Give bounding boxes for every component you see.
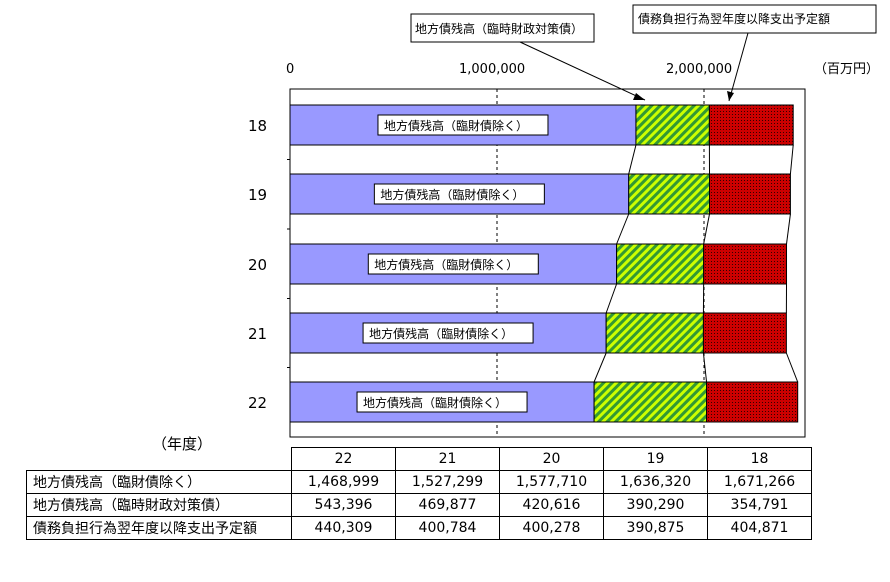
callout-arrowhead-saimu xyxy=(727,91,734,101)
bar-segment xyxy=(708,104,794,146)
table-row: 債務負担行為翌年度以降支出予定額 440,309 400,784 400,278 390… xyxy=(26,516,812,540)
bar-inner-label-box xyxy=(373,183,545,205)
bar-inner-label-box xyxy=(367,253,539,275)
table-column-header: 22 xyxy=(291,447,396,471)
y-tick-label: 21 xyxy=(248,325,267,343)
series-connector xyxy=(628,144,637,175)
stacked-bar-chart: 0 1,000,000 2,000,000 （百万円） 18 地方債残高（臨財債除く） 19… xyxy=(248,4,879,438)
table-row-label: 地方債残高（臨時財政対策債） xyxy=(26,493,292,517)
table-row-label: 債務負担行為翌年度以降支出予定額 xyxy=(26,516,292,540)
table-cell: 390,290 xyxy=(603,493,708,517)
bar-segment xyxy=(628,173,711,215)
callout-text-rinzai: 地方債残高（臨時財政対策債） xyxy=(415,21,583,36)
bar-segment xyxy=(703,243,788,285)
series-connector xyxy=(789,144,794,175)
table-row: 地方債残高（臨財債除く） 1,468,999 1,527,299 1,577,710 1… xyxy=(26,470,812,494)
bar-segment xyxy=(616,243,705,285)
table-cell: 1,671,266 xyxy=(707,470,812,494)
callout-box-rinzai xyxy=(410,13,595,43)
x-tick-label: 1,000,000 xyxy=(459,62,525,77)
table-cell: 354,791 xyxy=(707,493,812,517)
table-row-label: 地方債残高（臨財債除く） xyxy=(26,470,292,494)
bar-inner-label: 地方債残高（臨財債除く） xyxy=(380,187,524,202)
table-column-header: 20 xyxy=(499,447,604,471)
series-connector xyxy=(702,352,708,383)
table-cell: 1,636,320 xyxy=(603,470,708,494)
callout-box-saimu xyxy=(632,4,877,34)
callout-arrow-saimu xyxy=(728,32,749,102)
bar-inner-label-box xyxy=(356,391,528,413)
table-cell: 390,875 xyxy=(603,516,708,540)
y-tick-label: 22 xyxy=(248,394,267,412)
bar-segment xyxy=(635,104,710,146)
table-cell: 420,616 xyxy=(499,493,604,517)
table-cell: 1,468,999 xyxy=(291,470,396,494)
series-connector xyxy=(616,213,630,245)
bar-inner-label: 地方債残高（臨財債除く） xyxy=(374,257,518,272)
table-cell: 404,871 xyxy=(707,516,812,540)
table-corner xyxy=(26,447,292,471)
series-connector xyxy=(785,352,799,383)
table-cell: 400,784 xyxy=(395,516,500,540)
bar-inner-label-box xyxy=(377,114,549,136)
bar-inner-label: 地方債残高（臨財債除く） xyxy=(369,326,513,341)
data-table: 22 21 20 19 18 地方債残高（臨財債除く） 1,468,999 1,527,299… xyxy=(26,447,812,540)
unit-label: （百万円） xyxy=(814,62,879,77)
table-row: 地方債残高（臨時財政対策債） 543,396 469,877 420,616 390,2… xyxy=(26,493,812,517)
bar-segment xyxy=(706,381,799,423)
x-tick-label: 2,000,000 xyxy=(666,62,732,77)
bar-segment xyxy=(593,381,708,423)
table-cell: 400,278 xyxy=(499,516,604,540)
bar-segment xyxy=(709,173,791,215)
bar-segment xyxy=(605,312,704,354)
table-cell: 1,527,299 xyxy=(395,470,500,494)
bar-inner-label-box xyxy=(362,322,534,344)
table-cell: 440,309 xyxy=(291,516,396,540)
y-tick-label: 20 xyxy=(248,256,267,274)
series-connector xyxy=(703,213,710,245)
series-connector xyxy=(605,283,618,314)
bar-inner-label: 地方債残高（臨財債除く） xyxy=(363,395,507,410)
series-connector xyxy=(593,352,607,383)
table-cell: 543,396 xyxy=(291,493,396,517)
table-cell: 469,877 xyxy=(395,493,500,517)
y-tick-label: 18 xyxy=(248,117,267,135)
bar-segment xyxy=(702,312,787,354)
callout-arrowhead-rinzai xyxy=(633,93,645,100)
bar-inner-label: 地方債残高（臨財債除く） xyxy=(384,118,528,133)
x-tick-label: 0 xyxy=(286,62,294,77)
y-tick-label: 19 xyxy=(248,186,267,204)
table-column-header: 21 xyxy=(395,447,500,471)
table-column-header: 18 xyxy=(707,447,812,471)
table-column-header: 19 xyxy=(603,447,708,471)
table-cell: 1,577,710 xyxy=(499,470,604,494)
callout-text-saimu: 債務負担行為翌年度以降支出予定額 xyxy=(638,11,830,26)
callout-arrow-rinzai xyxy=(519,41,646,101)
table-header-row: 22 21 20 19 18 xyxy=(26,447,812,471)
series-connector xyxy=(786,213,791,245)
